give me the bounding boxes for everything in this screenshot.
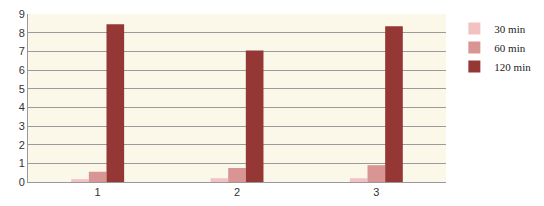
svg-text:0: 0 (19, 176, 25, 188)
svg-text:1: 1 (19, 157, 25, 169)
svg-text:60 min: 60 min (494, 42, 525, 54)
svg-text:120 min: 120 min (494, 61, 531, 73)
svg-text:2: 2 (19, 139, 25, 151)
svg-text:6: 6 (19, 64, 25, 76)
svg-text:1: 1 (95, 186, 101, 198)
svg-text:9: 9 (19, 8, 25, 20)
svg-text:8: 8 (19, 27, 25, 39)
svg-text:30 min: 30 min (494, 23, 525, 35)
svg-text:7: 7 (19, 45, 25, 57)
svg-text:5: 5 (19, 83, 25, 95)
svg-text:2: 2 (234, 186, 240, 198)
svg-text:4: 4 (19, 101, 25, 113)
svg-text:3: 3 (373, 186, 379, 198)
svg-text:3: 3 (19, 120, 25, 132)
